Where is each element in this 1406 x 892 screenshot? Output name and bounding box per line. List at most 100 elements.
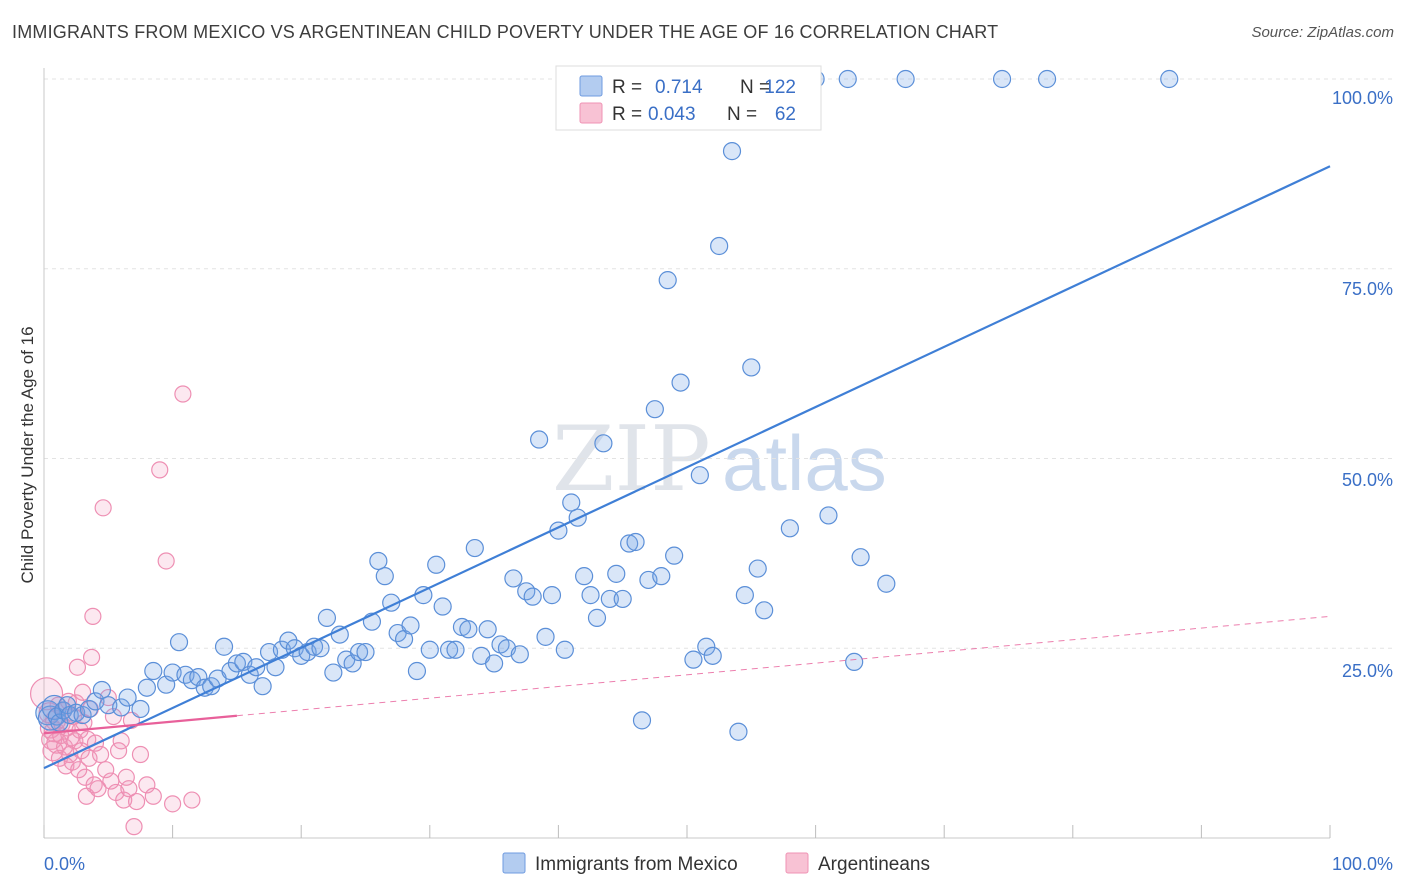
series-legend: Immigrants from Mexico Argentineans: [502, 852, 930, 875]
data-point-argentineans: [120, 780, 138, 798]
data-point-immigrants-from-mexico: [838, 69, 857, 89]
legend-n-label: N =: [727, 104, 757, 125]
data-point-immigrants-from-mexico: [896, 69, 915, 89]
data-point-immigrants-from-mexico: [613, 589, 632, 609]
legend-n-value: 122: [764, 77, 796, 98]
data-point-immigrants-from-mexico: [697, 637, 716, 656]
data-point-immigrants-from-mexico: [433, 597, 452, 616]
y-axis-label: Child Poverty Under the Age of 16: [18, 326, 37, 583]
data-point-immigrants-from-mexico: [266, 658, 285, 677]
data-point-immigrants-from-mexico: [748, 559, 767, 578]
data-point-immigrants-from-mexico: [253, 677, 272, 696]
data-point-immigrants-from-mexico: [343, 654, 362, 673]
data-point-immigrants-from-mexico: [523, 587, 542, 606]
series-immigrants-from-mexico: [35, 69, 1179, 741]
y-tick-label: 100.0%: [1332, 88, 1393, 108]
data-point-argentineans: [151, 461, 169, 479]
data-point-immigrants-from-mexico: [581, 586, 600, 605]
data-point-immigrants-from-mexico: [189, 667, 208, 687]
data-point-immigrants-from-mexico: [845, 652, 864, 672]
data-point-immigrants-from-mexico: [710, 236, 729, 256]
data-point-argentineans: [183, 791, 201, 809]
data-point-immigrants-from-mexico: [594, 434, 613, 453]
legend-label-immigrants-from-mexico: Immigrants from Mexico: [535, 854, 738, 875]
data-point-immigrants-from-mexico: [485, 654, 504, 673]
data-point-immigrants-from-mexico: [684, 650, 703, 669]
data-point-immigrants-from-mexico: [465, 538, 484, 558]
data-point-immigrants-from-mexico: [356, 642, 375, 662]
data-point-immigrants-from-mexico: [703, 646, 722, 665]
trend-line-argentineans-extrapolated: [236, 615, 1331, 717]
legend-swatch-pink: [579, 102, 603, 124]
data-point-immigrants-from-mexico: [369, 551, 388, 571]
y-tick-label: 50.0%: [1342, 470, 1393, 490]
data-point-immigrants-from-mexico: [221, 661, 240, 681]
data-point-immigrants-from-mexico: [607, 564, 626, 583]
data-point-immigrants-from-mexico: [446, 640, 465, 659]
data-point-immigrants-from-mexico: [542, 586, 562, 605]
data-point-immigrants-from-mexico: [349, 642, 369, 662]
data-point-immigrants-from-mexico: [555, 640, 574, 659]
data-point-immigrants-from-mexico: [632, 711, 652, 730]
x-axis-ticks: [43, 825, 1331, 838]
data-point-argentineans: [84, 607, 102, 625]
data-point-immigrants-from-mexico: [214, 637, 234, 656]
trend-lines: [43, 165, 1331, 770]
data-point-immigrants-from-mexico: [112, 698, 131, 717]
trend-line-argentineans: [43, 714, 237, 735]
legend-swatch-argentineans: [785, 852, 809, 874]
data-point-argentineans: [109, 742, 128, 760]
data-point-argentineans: [91, 745, 110, 764]
data-point-immigrants-from-mexico: [169, 633, 189, 652]
data-point-argentineans: [82, 648, 101, 666]
data-point-immigrants-from-mexico: [645, 400, 664, 419]
series-argentineans: [29, 385, 201, 836]
data-point-immigrants-from-mexico: [414, 586, 433, 605]
data-point-immigrants-from-mexico: [137, 678, 156, 697]
data-point-immigrants-from-mexico: [780, 519, 799, 538]
data-point-immigrants-from-mexico: [504, 569, 523, 588]
data-point-immigrants-from-mexico: [1037, 69, 1057, 89]
data-point-immigrants-from-mexico: [459, 620, 478, 639]
x-tick-label-max: 100.0%: [1332, 854, 1393, 874]
trend-line-immigrants-from-mexico: [43, 165, 1331, 770]
data-point-immigrants-from-mexico: [755, 601, 774, 620]
data-point-immigrants-from-mexico: [401, 616, 420, 635]
legend-swatch-blue: [579, 75, 603, 97]
data-point-immigrants-from-mexico: [575, 567, 594, 586]
data-point-immigrants-from-mexico: [658, 271, 677, 290]
data-point-immigrants-from-mexico: [144, 661, 163, 681]
watermark: ZIP atlas: [552, 407, 887, 512]
data-point-immigrants-from-mexico: [420, 640, 439, 659]
data-point-argentineans: [144, 787, 162, 805]
data-point-immigrants-from-mexico: [279, 631, 298, 650]
data-point-immigrants-from-mexico: [562, 493, 581, 512]
x-tick-label-min: 0.0%: [44, 854, 85, 874]
data-point-immigrants-from-mexico: [131, 699, 150, 719]
data-point-immigrants-from-mexico: [375, 567, 394, 586]
watermark-zip: ZIP: [552, 407, 711, 512]
data-point-immigrants-from-mexico: [92, 680, 111, 700]
data-point-argentineans: [104, 707, 123, 726]
y-tick-label: 25.0%: [1342, 661, 1393, 681]
data-point-argentineans: [174, 385, 192, 403]
data-point-immigrants-from-mexico: [439, 640, 459, 659]
data-point-argentineans: [125, 818, 143, 836]
data-point-immigrants-from-mexico: [324, 663, 343, 682]
data-point-argentineans: [127, 792, 146, 811]
data-point-immigrants-from-mexico: [79, 699, 99, 719]
data-point-immigrants-from-mexico: [478, 620, 497, 639]
data-point-immigrants-from-mexico: [118, 688, 137, 707]
data-point-immigrants-from-mexico: [742, 358, 761, 377]
data-point-argentineans: [68, 658, 87, 676]
data-point-immigrants-from-mexico: [536, 627, 555, 646]
legend-label-argentineans: Argentineans: [818, 854, 930, 875]
legend-r-value: 0.714: [655, 77, 703, 98]
data-point-immigrants-from-mexico: [671, 373, 690, 392]
data-point-immigrants-from-mexico: [227, 654, 246, 673]
data-point-immigrants-from-mexico: [626, 532, 645, 552]
data-point-immigrants-from-mexico: [37, 705, 64, 731]
y-tick-label: 75.0%: [1342, 279, 1393, 299]
data-point-argentineans: [29, 677, 64, 711]
